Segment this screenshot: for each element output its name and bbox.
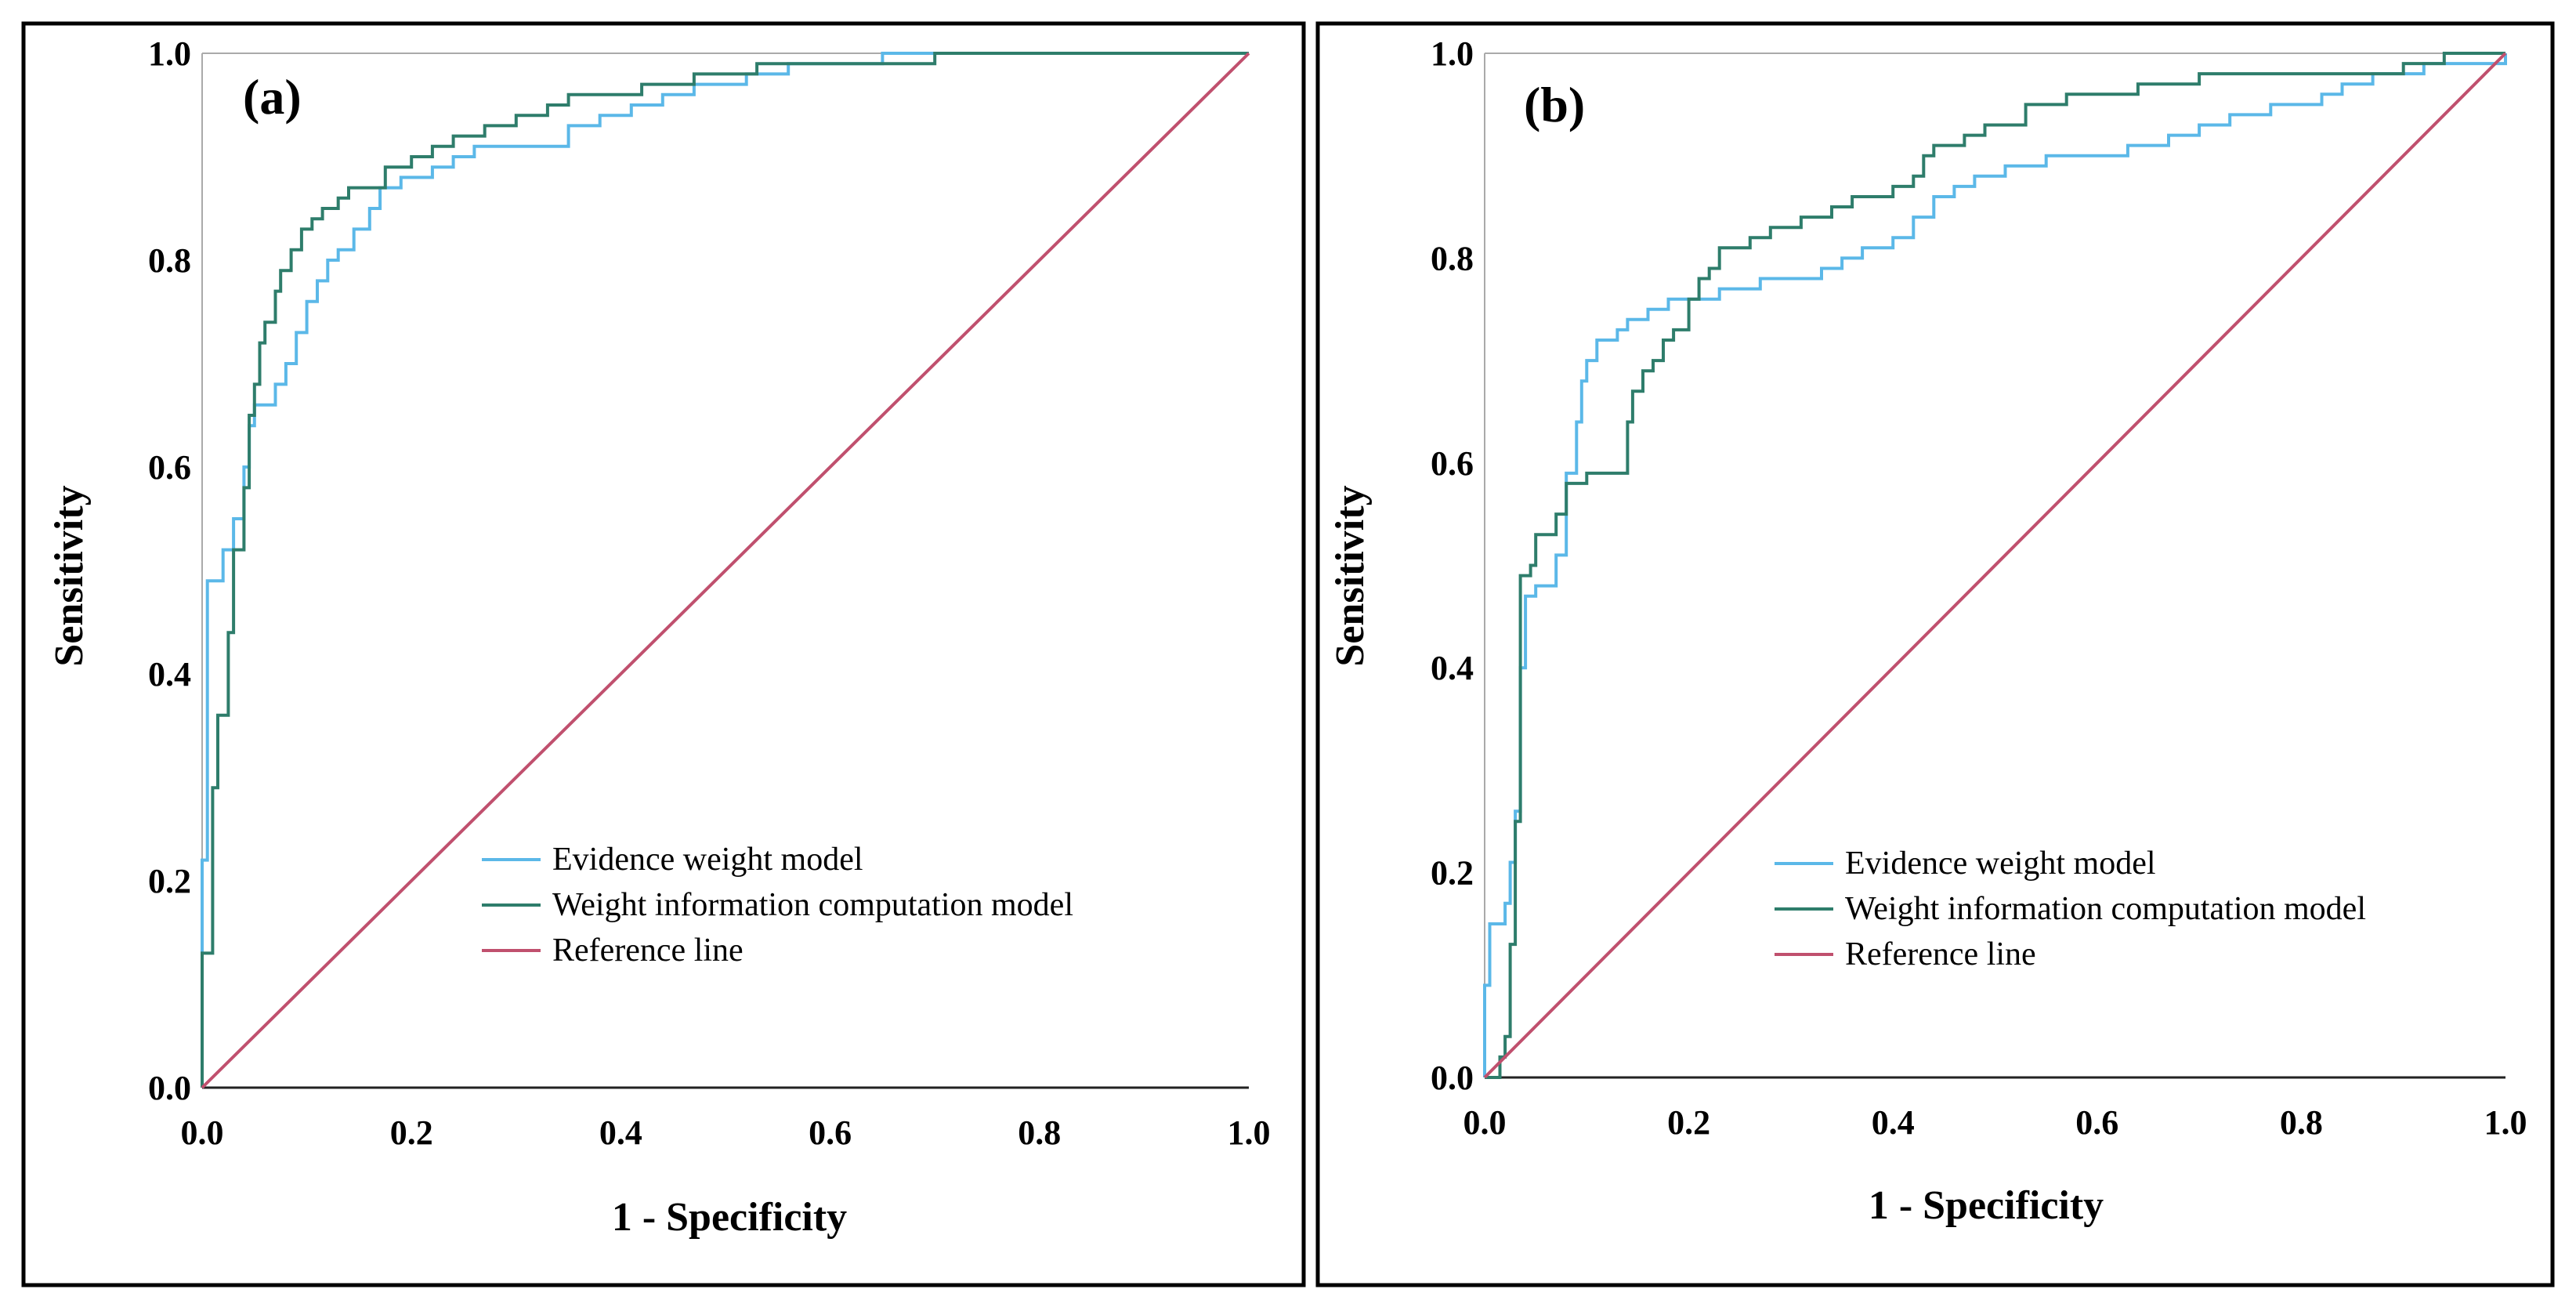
y-tick-label: 0.6 [1431, 444, 1474, 483]
x-axis-title: 1 - Specificity [612, 1195, 847, 1240]
series-line-weight-information-computation-model [201, 52, 1249, 1088]
x-tick-label: 0.2 [1667, 1103, 1710, 1142]
y-tick-label: 0.0 [148, 1069, 191, 1107]
y-tick-label: 0.4 [1431, 649, 1474, 687]
legend-label: Evidence weight model [552, 842, 863, 878]
y-tick-label: 0.6 [148, 448, 191, 487]
panel-label: (a) [243, 69, 302, 125]
y-tick-label: 0.2 [1431, 854, 1474, 893]
y-axis-title: Sensitivity [1328, 485, 1373, 666]
series-line-weight-information-computation-model [1485, 52, 2505, 1079]
series-line-evidence-weight-model [201, 52, 1249, 1088]
chart-panel-a: (a) 1 - Specificity Sensitivity 0.0 0.2 0.… [21, 21, 1306, 1287]
series-line-reference-line [1483, 52, 2507, 1079]
panel-frame [1315, 21, 2555, 1287]
legend-label: Reference line [1845, 936, 2036, 972]
legend-label: Weight information computation model [552, 887, 1073, 923]
x-tick-label: 0.8 [1018, 1114, 1061, 1152]
legend-label: Weight information computation model [1845, 891, 2366, 927]
panel-label: (b) [1524, 77, 1585, 132]
x-tick-label: 0.6 [2075, 1103, 2118, 1142]
series-line-reference-line [201, 52, 1250, 1089]
x-tick-label: 0.4 [599, 1114, 642, 1152]
legend-label: Evidence weight model [1845, 846, 2156, 882]
y-tick-label: 0.0 [1431, 1059, 1474, 1097]
y-tick-label: 0.2 [148, 862, 191, 900]
x-tick-label: 0.2 [390, 1114, 433, 1152]
x-axis-title: 1 - Specificity [1869, 1183, 2104, 1228]
panel-frame [21, 21, 1306, 1287]
x-tick-label: 0.0 [1463, 1103, 1507, 1142]
x-tick-label: 0.6 [809, 1114, 852, 1152]
series-line-evidence-weight-model [1483, 53, 2507, 1077]
x-tick-label: 1.0 [1228, 1114, 1271, 1152]
y-tick-label: 0.8 [1431, 239, 1474, 277]
y-tick-label: 0.8 [148, 241, 191, 280]
y-tick-label: 0.4 [148, 655, 191, 693]
chart-panel-b: (b) 1 - Specificity Sensitivity 0.0 0.2 0.… [1315, 21, 2555, 1287]
y-tick-label: 1.0 [1431, 34, 1474, 73]
legend-label: Reference line [552, 932, 743, 969]
x-tick-label: 0.0 [181, 1114, 224, 1152]
x-tick-label: 1.0 [2484, 1103, 2527, 1142]
x-tick-label: 0.4 [1872, 1103, 1915, 1142]
y-tick-label: 1.0 [148, 34, 191, 73]
y-axis-title: Sensitivity [47, 485, 92, 666]
x-tick-label: 0.8 [2280, 1103, 2323, 1142]
